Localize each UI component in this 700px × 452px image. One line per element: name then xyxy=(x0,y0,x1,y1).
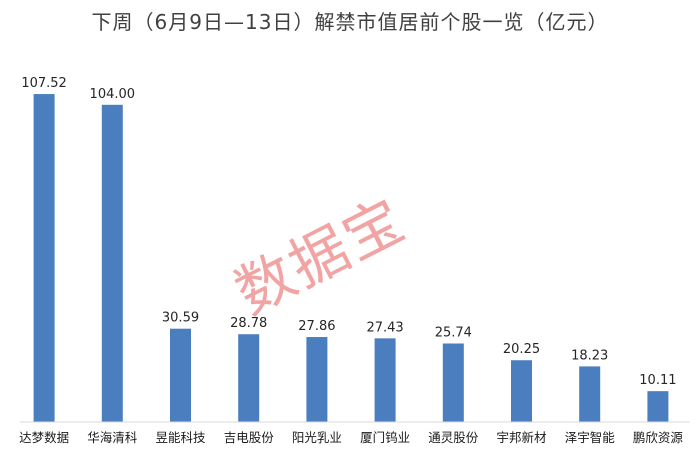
bar-0 xyxy=(33,94,55,423)
value-label-9: 10.11 xyxy=(639,373,676,388)
bar-3 xyxy=(238,334,260,422)
value-label-7: 20.25 xyxy=(503,342,540,357)
value-label-3: 28.78 xyxy=(230,316,267,331)
bar-6 xyxy=(442,343,464,422)
value-label-6: 25.74 xyxy=(435,325,472,340)
category-label-5: 厦门钨业 xyxy=(360,430,410,445)
value-label-4: 27.86 xyxy=(298,319,335,334)
bar-1 xyxy=(101,104,123,423)
value-label-0: 107.52 xyxy=(21,76,67,91)
value-label-5: 27.43 xyxy=(366,320,403,335)
value-label-1: 104.00 xyxy=(90,87,136,102)
value-labels-layer: 107.52 104.00 30.59 28.78 27.86 27.43 25.74 20.… xyxy=(21,76,676,388)
bar-4 xyxy=(306,337,328,422)
category-label-3: 吉电股份 xyxy=(224,430,275,445)
bar-5 xyxy=(374,338,396,422)
bar-7 xyxy=(511,360,532,422)
category-label-9: 鹏欣资源 xyxy=(633,430,684,445)
chart-title: 下周（6月9日—13日）解禁市值居前个股一览（亿元） xyxy=(91,10,609,34)
category-label-0: 达梦数据 xyxy=(19,430,69,445)
value-label-2: 30.59 xyxy=(162,311,199,326)
bar-8 xyxy=(579,366,601,422)
category-label-2: 昱能科技 xyxy=(155,430,206,445)
bar-2 xyxy=(170,328,191,422)
bar-9 xyxy=(647,391,669,422)
bars-layer xyxy=(33,94,669,423)
category-label-1: 华海清科 xyxy=(87,430,138,445)
category-label-7: 宇邦新材 xyxy=(496,430,546,445)
category-label-6: 通灵股份 xyxy=(428,430,479,445)
category-label-4: 阳光乳业 xyxy=(292,430,342,445)
category-labels-layer: 达梦数据 华海清科 昱能科技 吉电股份 阳光乳业 厦门钨业 通灵股份 宇邦新材 泽宇智能 鹏欣资源 xyxy=(19,430,683,445)
value-label-8: 18.23 xyxy=(571,348,608,363)
category-label-8: 泽宇智能 xyxy=(565,430,616,445)
